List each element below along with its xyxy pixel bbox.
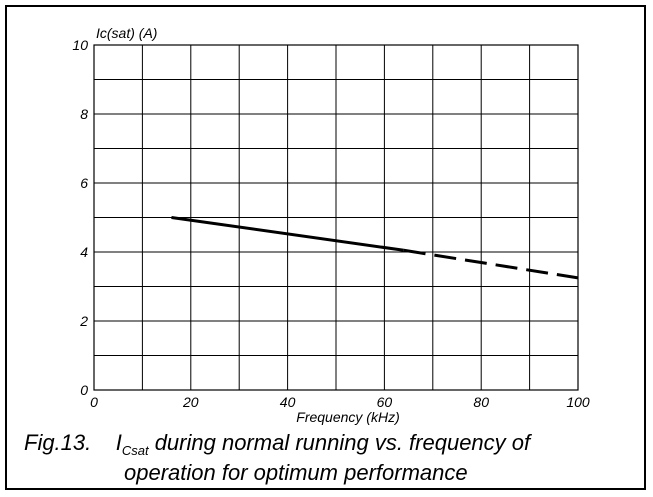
caption-line1: during normal running vs. frequency of (148, 430, 531, 455)
series-line-solid (171, 216, 404, 252)
x-tick-label: 100 (566, 394, 590, 410)
y-tick-label: 10 (72, 37, 88, 53)
series (171, 216, 579, 280)
x-tick-label: 20 (182, 394, 199, 410)
y-tick-label: 0 (80, 382, 88, 398)
y-tick-label: 6 (80, 175, 88, 191)
x-tick-label: 80 (473, 394, 489, 410)
y-tick-label: 8 (80, 106, 88, 122)
x-tick-label: 40 (280, 394, 296, 410)
grid (94, 45, 578, 390)
x-axis-label: Frequency (kHz) (296, 409, 399, 425)
caption-fig-number: Fig.13. (24, 430, 92, 455)
caption-subscript: Csat (121, 443, 149, 458)
tick-labels: 0 20 40 60 80 100 0 2 4 6 8 10 (72, 37, 589, 410)
figure-caption: Fig.13. ICsat during normal running vs. … (24, 432, 644, 484)
x-tick-label: 60 (377, 394, 393, 410)
y-tick-label: 4 (80, 244, 88, 260)
series-line-dashed (403, 248, 579, 280)
figure-frame (5, 5, 646, 490)
y-axis-label: Ic(sat) (A) (96, 25, 157, 41)
x-tick-label: 0 (90, 394, 98, 410)
caption-line2: operation for optimum performance (124, 460, 468, 485)
y-tick-label: 2 (79, 313, 88, 329)
caption-symbol: I (115, 430, 122, 455)
